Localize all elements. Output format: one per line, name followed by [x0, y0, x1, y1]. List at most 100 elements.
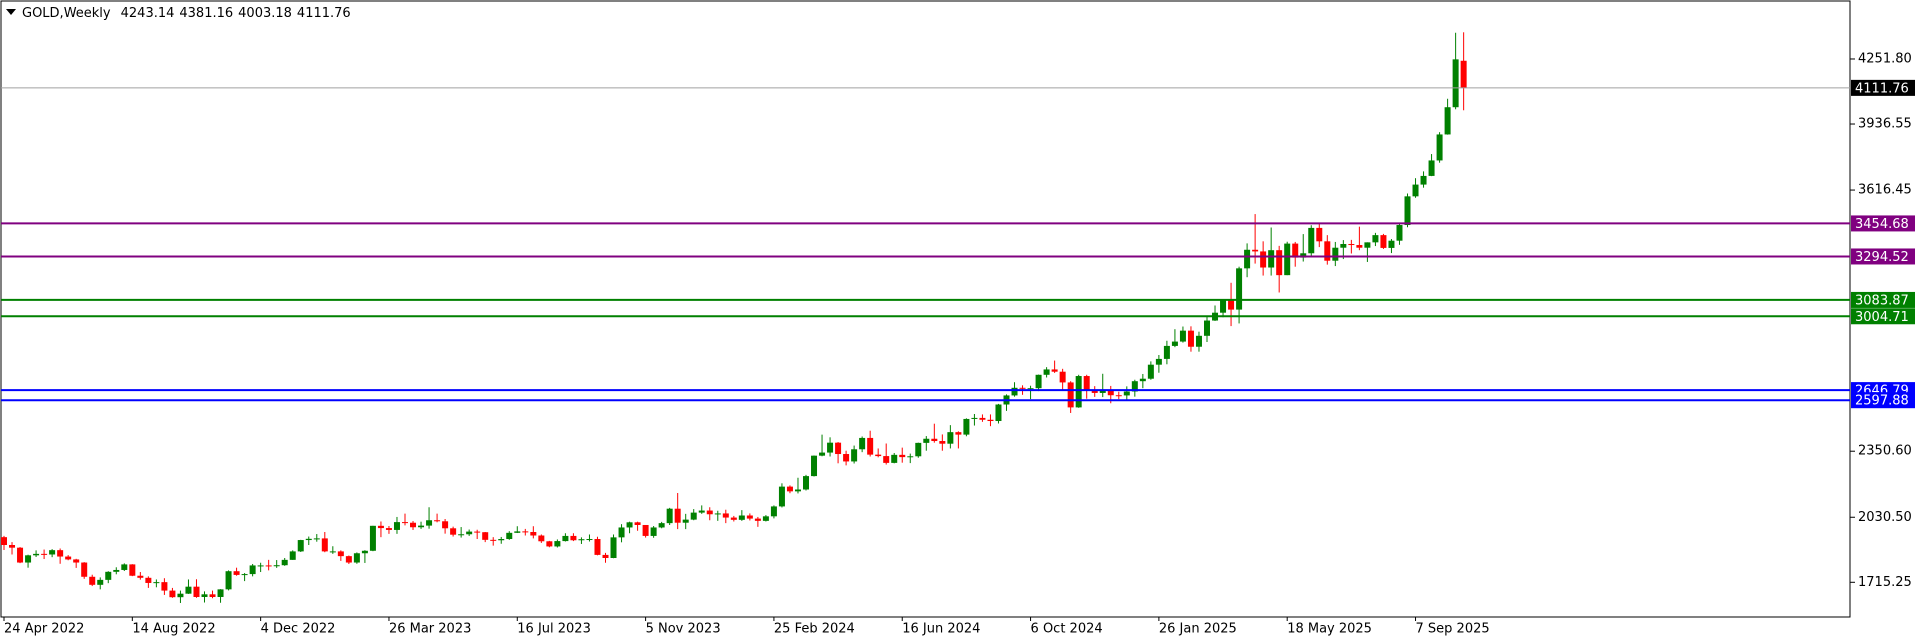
y-tick-label: 3936.55	[1858, 117, 1912, 132]
candle-body	[1308, 227, 1315, 254]
candle-body	[907, 456, 914, 458]
candle-body	[1268, 250, 1275, 268]
candle-body	[570, 535, 577, 541]
candle-body	[385, 528, 392, 530]
candle-body	[257, 565, 264, 567]
candle-body	[490, 539, 497, 541]
candle-body	[113, 569, 120, 572]
candle-body	[546, 541, 553, 547]
candle-body	[201, 594, 208, 597]
candle-body	[578, 539, 585, 541]
candle-body	[1396, 225, 1403, 241]
candle-body	[827, 442, 834, 453]
candle-body	[329, 551, 336, 553]
symbol: GOLD,Weekly	[22, 6, 111, 21]
level-label-box	[1851, 308, 1915, 325]
candle-body	[129, 564, 136, 576]
candle-body	[1075, 376, 1082, 408]
candle-body	[875, 454, 882, 457]
x-tick-label: 7 Sep 2025	[1416, 622, 1490, 637]
candle-body	[794, 489, 801, 492]
candle-body	[506, 532, 513, 540]
candle-body	[1332, 247, 1339, 261]
candle-body	[1364, 242, 1371, 248]
x-tick-label: 14 Aug 2022	[132, 622, 215, 637]
candle-body	[1420, 175, 1427, 185]
candle-body	[746, 515, 753, 519]
level-label: 3083.87	[1855, 293, 1909, 308]
candle-body	[41, 553, 48, 555]
candle-body	[706, 510, 713, 515]
x-tick-label: 5 Nov 2023	[646, 622, 721, 637]
candle-body	[931, 438, 938, 442]
candle-body	[1147, 364, 1154, 379]
candle-body	[995, 404, 1002, 422]
candle-body	[1204, 320, 1210, 336]
candle-body	[1091, 390, 1098, 393]
candle-body	[1380, 235, 1387, 248]
candle-body	[25, 555, 32, 563]
candle-body	[97, 579, 104, 585]
candle-body	[241, 574, 248, 576]
candle-body	[169, 590, 176, 598]
candle-body	[1067, 382, 1074, 408]
candle-body	[1276, 250, 1283, 276]
candle-body	[770, 506, 777, 517]
x-tick-label: 24 Apr 2022	[4, 622, 84, 637]
candle-body	[1236, 268, 1243, 310]
bid-label: 4111.76	[1855, 81, 1909, 96]
candle-body	[1171, 341, 1178, 346]
candle-body	[153, 582, 160, 584]
candle-body	[458, 534, 465, 536]
x-tick-label: 26 Mar 2023	[389, 622, 471, 637]
candle-body	[1099, 389, 1106, 393]
candle-body	[225, 571, 232, 590]
candle-body	[722, 513, 729, 518]
candle-body	[442, 521, 449, 529]
candle-body	[682, 519, 689, 523]
level-label: 3454.68	[1855, 217, 1909, 232]
level-label-box	[1851, 392, 1915, 409]
candle-body	[313, 538, 320, 540]
candle-body	[353, 553, 360, 563]
candle-body	[1107, 389, 1114, 396]
candle-body	[49, 550, 56, 555]
candle-body	[819, 452, 826, 456]
candle-body	[1123, 391, 1130, 396]
candle-body	[369, 525, 376, 551]
candle-body	[289, 551, 296, 560]
candle-body	[1428, 160, 1435, 176]
candle-body	[730, 517, 737, 520]
candle-body	[530, 532, 537, 536]
candle-body	[393, 522, 400, 530]
candle-body	[610, 537, 617, 558]
candle-body	[1155, 358, 1162, 365]
candle-body	[1131, 381, 1138, 392]
candle-body	[249, 565, 256, 575]
candle-body	[650, 527, 657, 536]
candle-body	[1324, 241, 1331, 261]
candle-body	[947, 432, 954, 444]
candle-body	[586, 539, 593, 541]
candle-body	[450, 528, 457, 535]
candle-body	[1356, 245, 1363, 248]
header-open: 4243.14	[121, 6, 175, 21]
chart-header: GOLD,Weekly 4243.14 4381.16 4003.18 4111.76	[22, 6, 351, 21]
x-tick-label: 26 Jan 2025	[1159, 622, 1237, 637]
candle-body	[33, 553, 40, 556]
candle-body	[1051, 369, 1058, 372]
candle-body	[899, 454, 906, 458]
x-tick-label: 16 Jul 2023	[517, 622, 591, 637]
candle-body	[1244, 249, 1251, 269]
candle-body	[883, 456, 890, 463]
candle-body	[161, 582, 168, 591]
collapse-arrow[interactable]	[6, 9, 16, 15]
candle-body	[1027, 388, 1034, 390]
candle-body	[1059, 371, 1066, 383]
candle-body	[738, 515, 745, 520]
candle-body	[626, 522, 633, 528]
candle-body	[714, 513, 721, 515]
y-tick-label: 3616.45	[1858, 183, 1912, 198]
candle-body	[426, 520, 433, 526]
candle-body	[915, 442, 922, 457]
